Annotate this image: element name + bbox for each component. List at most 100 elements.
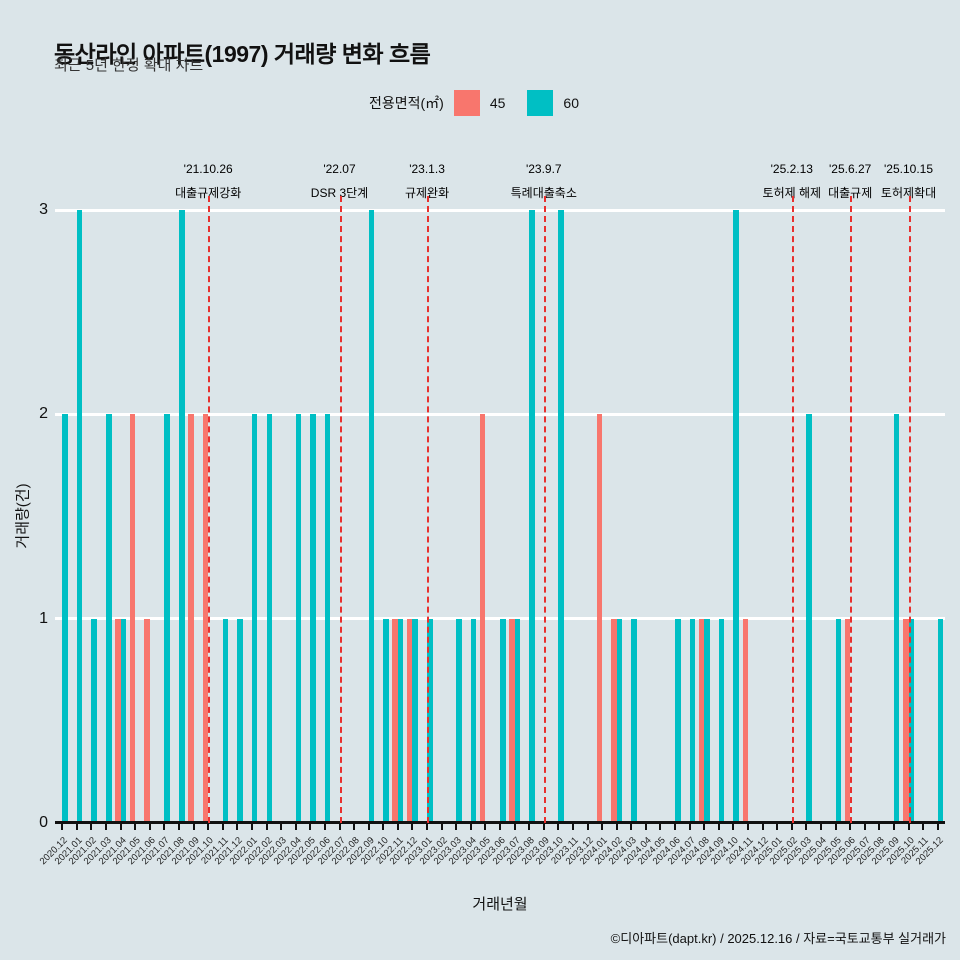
event-date: '23.9.7 [525, 162, 562, 176]
event-annotation-2025.02: '25.2.13 토허제 해제 [763, 162, 822, 201]
bar-60-2022.12 [412, 618, 418, 823]
x-tick-2025.06 [849, 824, 852, 830]
x-tick-2025.08 [878, 824, 881, 830]
event-label: 토허제 해제 [762, 186, 822, 200]
x-tick-2023.02 [440, 824, 443, 830]
bar-60-2023.04 [470, 618, 477, 823]
event-annotation-2023.09: '23.9.7 특례대출축소 [511, 162, 577, 201]
legend-label-60: 60 [563, 95, 579, 111]
x-tick-2024.11 [747, 824, 750, 830]
x-tick-2022.01 [250, 824, 253, 830]
y-tick-label-3: 3 [39, 201, 48, 218]
event-line-2025.10 [908, 196, 911, 823]
x-tick-2022.09 [367, 824, 370, 830]
x-axis-ticks [55, 824, 945, 831]
x-tick-2023.11 [571, 824, 574, 830]
bar-60-2020.12 [62, 414, 68, 823]
bar-60-2022.05 [310, 414, 316, 823]
x-axis-title: 거래년월 [472, 896, 528, 913]
x-tick-2024.08 [703, 824, 706, 830]
x-tick-2021.05 [134, 824, 137, 830]
bar-45-2021.09 [188, 414, 194, 823]
bar-45-2021.10 [202, 414, 209, 823]
bar-60-2021.07 [164, 414, 170, 823]
y-axis-title: 거래량(건) [14, 483, 32, 549]
event-annotation-2021.10: '21.10.26 대출규제강화 [175, 162, 241, 201]
bar-60-2024.06 [675, 618, 681, 823]
bar-60-2025.05 [835, 618, 842, 823]
event-label: 규제완화 [404, 186, 450, 200]
legend-swatch-45 [453, 90, 480, 116]
x-tick-2025.01 [776, 824, 779, 830]
event-date: '22.07 [323, 162, 356, 176]
x-tick-2022.04 [294, 824, 297, 830]
x-tick-2025.02 [790, 824, 793, 830]
x-tick-2021.09 [192, 824, 195, 830]
event-annotations: '21.10.26 대출규제강화 '22.07 DSR 3단계 '23.1.3 규제완화 '… [55, 162, 945, 206]
event-label: DSR 3단계 [310, 186, 369, 200]
bar-45-2024.08 [698, 618, 705, 823]
x-tick-2023.05 [484, 824, 487, 830]
bar-60-2022.01 [251, 414, 258, 823]
bar-60-2023.06 [500, 618, 506, 823]
x-tick-2025.10 [907, 824, 910, 830]
y-tick-label-0: 0 [39, 814, 48, 831]
x-tick-2021.04 [119, 824, 122, 830]
event-line-2025.06 [850, 196, 853, 823]
bar-45-2024.01 [596, 414, 603, 823]
x-tick-2024.12 [761, 824, 764, 830]
x-tick-2024.09 [717, 824, 720, 830]
bar-60-2025.09 [893, 414, 900, 823]
bar-45-2025.06 [844, 618, 851, 823]
x-tick-2023.06 [499, 824, 501, 830]
bar-60-2025.03 [806, 414, 812, 823]
plot-area [55, 196, 945, 824]
event-line-2023.01 [427, 196, 430, 823]
event-label: 대출규제강화 [175, 186, 242, 200]
bar-60-2023.08 [529, 210, 535, 823]
x-tick-2023.10 [557, 824, 560, 830]
x-axis-line [55, 821, 945, 824]
x-tick-2025.04 [819, 824, 822, 830]
x-tick-2024.01 [601, 824, 604, 830]
x-tick-2023.03 [455, 824, 458, 830]
x-tick-2023.09 [542, 824, 545, 830]
bar-60-2024.02 [616, 618, 623, 823]
bar-60-2021.02 [91, 618, 97, 823]
gridline-2 [55, 412, 945, 416]
bar-60-2023.10 [558, 210, 564, 823]
y-tick-label-2: 2 [39, 405, 48, 423]
x-tick-2023.12 [586, 824, 589, 830]
x-tick-2021.01 [75, 824, 78, 830]
event-label: 토허제확대 [880, 186, 937, 200]
x-tick-2022.06 [323, 824, 326, 830]
event-date: '23.1.3 [409, 162, 445, 176]
gridline-3 [55, 208, 945, 212]
event-line-2025.02 [791, 196, 794, 823]
bar-60-2021.04 [120, 618, 127, 823]
y-tick-label-1: 1 [39, 609, 48, 627]
bar-60-2024.08 [704, 618, 710, 823]
x-tick-2020.12 [61, 824, 64, 830]
event-date: '21.10.26 [183, 162, 233, 176]
bar-60-2022.02 [266, 414, 273, 823]
bar-60-2021.12 [237, 618, 243, 823]
event-date: '25.10.15 [884, 162, 934, 176]
x-tick-2024.10 [732, 824, 735, 830]
x-tick-2023.04 [469, 824, 472, 830]
event-annotation-2023.01: '23.1.3 규제완화 [405, 162, 449, 201]
x-tick-2025.12 [936, 824, 939, 830]
x-tick-2022.11 [396, 824, 399, 830]
event-line-2023.09 [543, 196, 546, 823]
bar-60-2022.09 [368, 210, 375, 823]
bar-45-2024.02 [611, 618, 617, 823]
event-label: 특례대출축소 [510, 186, 577, 200]
bar-45-2021.04 [115, 618, 121, 823]
x-tick-2024.05 [659, 824, 662, 830]
bar-60-2021.03 [106, 414, 112, 823]
page-subtitle: 최근 5년 한정 확대 차트 [54, 57, 204, 74]
event-date: '25.6.27 [828, 162, 872, 176]
event-annotation-2025.06: '25.6.27 대출규제 [828, 162, 872, 201]
x-tick-2022.07 [338, 824, 341, 830]
event-annotation-2025.10: '25.10.15 토허제확대 [881, 162, 936, 201]
